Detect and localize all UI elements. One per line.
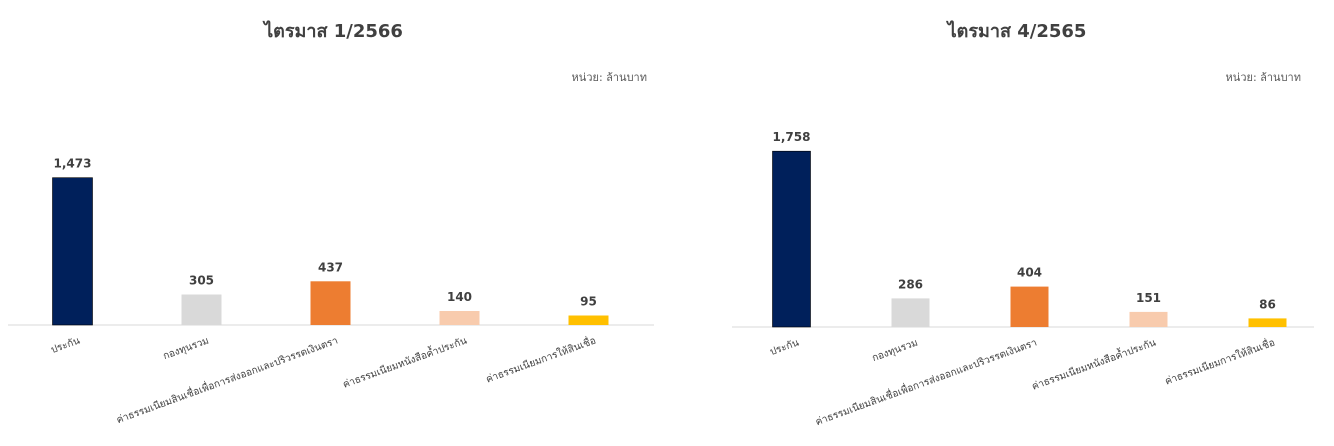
bar-value-label: 140	[447, 290, 472, 304]
bar	[52, 177, 93, 326]
bar-value-label: 404	[1017, 266, 1042, 280]
bar	[772, 150, 811, 328]
bar-value-label: 1,473	[54, 157, 92, 171]
category-tick-label: ค่าธรรมเนียมหนังสือค้ำประกัน	[1029, 335, 1157, 393]
bar	[439, 311, 480, 325]
chart-panel-q1-2566: ไตรมาส 1/2566 หน่วย: ล้านบาท 1,473 ประกัน…	[8, 21, 654, 426]
category-tick-label: กองทุนรวม	[162, 335, 211, 362]
chart-panel-q4-2565: ไตรมาส 4/2565 หน่วย: ล้านบาท 1,758 ประกัน…	[700, 0, 1334, 446]
bar-value-label: 437	[318, 260, 343, 274]
unit-label: หน่วย: ล้านบาท	[571, 71, 647, 84]
bar	[181, 294, 222, 325]
bar	[1129, 311, 1168, 327]
category-tick-label: ค่าธรรมเนียมสินเชื่อเพื่อการส่งออกและปริ…	[813, 335, 1038, 428]
category-tick-label: ค่าธรรมเนียมหนังสือค้ำประกัน	[340, 333, 468, 391]
chart-title: ไตรมาส 4/2565	[947, 21, 1087, 42]
category-tick-label: กองทุนรวม	[871, 337, 920, 364]
bar-value-label: 95	[580, 295, 597, 309]
bar-value-label: 305	[189, 274, 214, 288]
bar	[1010, 286, 1049, 327]
bar	[1248, 318, 1287, 327]
bar	[310, 281, 351, 325]
bar	[891, 298, 930, 327]
category-tick-label: ประกัน	[769, 337, 801, 358]
unit-label: หน่วย: ล้านบาท	[1225, 71, 1301, 84]
bar-chart: 1,473 ประกัน 305 กองทุนรวม 437 ค่าธรรมเนียมสิ…	[8, 157, 654, 426]
category-tick-label: ค่าธรรมเนียมการให้สินเชื่อ	[1163, 335, 1277, 388]
bar-value-label: 151	[1136, 291, 1161, 305]
chart-title: ไตรมาส 1/2566	[264, 21, 403, 42]
bar	[568, 315, 609, 325]
category-tick-label: ค่าธรรมเนียมสินเชื่อเพื่อการส่งออกและปริ…	[114, 333, 339, 426]
bar-value-label: 1,758	[773, 130, 811, 144]
category-tick-label: ค่าธรรมเนียมการให้สินเชื่อ	[484, 333, 598, 386]
bar-value-label: 286	[898, 277, 923, 291]
category-tick-label: ประกัน	[50, 335, 82, 356]
bar-chart: 1,758 ประกัน 286 กองทุนรวม 404 ค่าธรรมเนียมสิ…	[732, 130, 1314, 428]
bar-value-label: 86	[1259, 297, 1276, 311]
